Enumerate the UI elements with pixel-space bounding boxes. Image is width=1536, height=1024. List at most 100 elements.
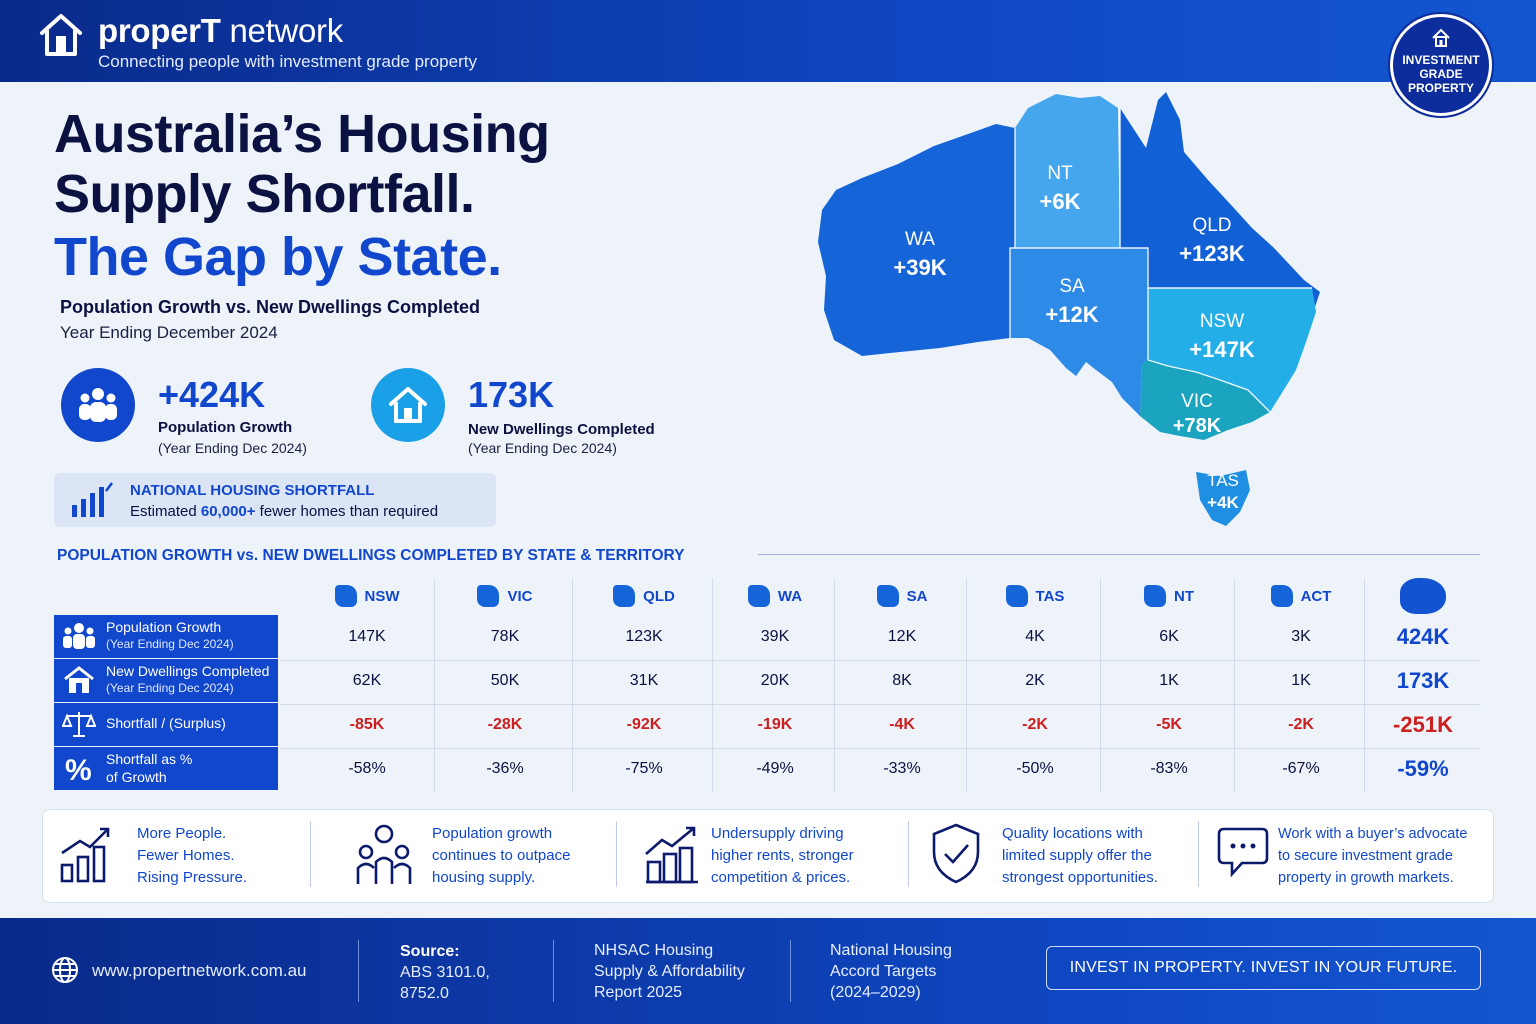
feature-2-text: Population growth continues to outpace h… (432, 823, 570, 889)
table-cell: 31K (629, 672, 659, 689)
row-label-text: Shortfall as % (106, 751, 193, 767)
shortfall-icon (61, 709, 97, 744)
header-bar: properT network Connecting people with i… (0, 0, 1536, 82)
map-region-qld[interactable] (1120, 92, 1320, 310)
column-header-australia (1366, 574, 1480, 618)
column-header-label: NT (1174, 587, 1194, 605)
feature-4-line-2: limited supply offer the (1002, 847, 1152, 864)
footer-bar: www.propertnetwork.com.au Source: ABS 31… (0, 918, 1536, 1024)
shortfall-percent-icon: % (62, 753, 96, 790)
badge-line-2: GRADE (1419, 67, 1463, 81)
table-heading: POPULATION GROWTH vs. NEW DWELLINGS COMP… (57, 547, 685, 564)
map-label-nsw: NSW +147K (1172, 308, 1272, 364)
new-dwellings-icon (62, 665, 96, 700)
report-line-1: NHSAC Housing (594, 942, 714, 959)
website-link[interactable]: www.propertnetwork.com.au (92, 961, 307, 980)
chat-bubble-icon (1217, 827, 1269, 878)
map-value-sa: +12K (1045, 302, 1099, 327)
table-cell: 3K (1291, 628, 1311, 645)
column-header-nsw: NSW (300, 574, 434, 618)
map-region-nsw[interactable] (1148, 288, 1316, 412)
table-cell: 2K (1025, 672, 1045, 689)
source-line-2: 8752.0 (400, 985, 449, 1002)
table-cell: -28K (487, 716, 523, 733)
row-label-note: of Growth (106, 769, 167, 785)
feature-5-line-3: property in growth markets. (1278, 870, 1454, 886)
shortfall-text-pre: Estimated (130, 503, 201, 520)
map-state-nt: NT (1047, 163, 1073, 184)
column-header-wa: WA (714, 574, 836, 618)
row-label-new-dwellings: New Dwellings Completed (Year Ending Dec … (54, 659, 278, 702)
feature-divider (616, 821, 617, 887)
table-cell: 62K (352, 672, 382, 689)
feature-4-line-1: Quality locations with (1002, 825, 1143, 842)
feature-5-line-1: Work with a buyer’s advocate (1278, 826, 1468, 842)
map-region-tas[interactable] (1196, 470, 1250, 526)
map-value-nt: +6K (1039, 189, 1081, 214)
map-state-nsw: NSW (1199, 311, 1245, 332)
state-map-icon (1270, 585, 1293, 607)
feature-4-line-3: strongest opportunities. (1002, 869, 1158, 886)
map-state-qld: QLD (1192, 215, 1232, 236)
targets-line-1: National Housing (830, 942, 952, 959)
column-divider (1234, 578, 1235, 792)
house-icon (371, 368, 445, 442)
city-growth-icon (645, 826, 698, 884)
state-map-icon (876, 585, 899, 607)
map-region-nt[interactable] (1015, 94, 1120, 248)
table-cell: 8K (892, 672, 912, 689)
table-cell: 39K (760, 628, 790, 645)
table-cell: 78K (490, 628, 520, 645)
row-divider (280, 748, 1480, 749)
column-header-label: NSW (364, 587, 400, 605)
shortfall-title: NATIONAL HOUSING SHORTFALL (130, 482, 375, 499)
source-block: Source: ABS 3101.0, 8752.0 (400, 941, 490, 1004)
national-shortfall-box: NATIONAL HOUSING SHORTFALL Estimated 60,… (54, 473, 496, 527)
people-icon (61, 368, 135, 442)
row-divider (280, 704, 1480, 705)
population-growth-icon (62, 621, 96, 656)
state-map-icon (747, 585, 770, 607)
column-divider (712, 578, 713, 792)
brand-name[interactable]: properT network (98, 12, 343, 50)
footer-divider (358, 940, 359, 1002)
brand-tagline: Connecting people with investment grade … (98, 52, 477, 71)
map-region-vic[interactable] (1140, 360, 1270, 440)
column-header-label: SA (906, 587, 928, 605)
column-header-label: QLD (643, 587, 675, 605)
feature-strip (42, 809, 1494, 903)
house-logo-icon (40, 14, 82, 56)
targets-line-3: (2024–2029) (830, 984, 921, 1001)
map-region-wa[interactable] (818, 124, 1015, 356)
feature-2-line-3: housing supply. (432, 869, 536, 886)
table-cell: -33% (883, 760, 921, 777)
column-header-qld: QLD (574, 574, 714, 618)
dwellings-completed-value: 173K (468, 374, 555, 415)
footer-divider (790, 940, 791, 1002)
map-region-sa[interactable] (1010, 248, 1148, 416)
table-total-cell: 424K (1396, 624, 1450, 649)
targets-block: National Housing Accord Targets (2024–20… (830, 940, 952, 1003)
table-cell: -83% (1150, 760, 1188, 777)
row-label-shortfall-percent: % Shortfall as % of Growth (54, 747, 278, 790)
row-label-shortfall: Shortfall / (Surplus) (54, 703, 278, 746)
feature-5-text: Work with a buyer’s advocate to secure i… (1278, 823, 1467, 889)
report-line-3: Report 2025 (594, 984, 683, 1001)
column-header-act: ACT (1236, 574, 1366, 618)
table-cell: 6K (1159, 628, 1179, 645)
table-cell: -2K (1022, 716, 1048, 733)
table-cell: 4K (1025, 628, 1045, 645)
column-header-tas: TAS (968, 574, 1102, 618)
title-line-3: The Gap by State. (54, 227, 502, 287)
feature-1-line-3: Rising Pressure. (137, 869, 248, 886)
feature-1-line-1: More People. (137, 825, 227, 842)
feature-3-line-2: higher rents, stronger (711, 847, 854, 864)
feature-2-line-2: continues to outpace (432, 847, 571, 864)
cta-button[interactable]: INVEST IN PROPERTY. INVEST IN YOUR FUTUR… (1046, 946, 1481, 990)
table-cell: -50% (1016, 760, 1054, 777)
map-label-tas: TAS +4K (1188, 470, 1258, 514)
table-cell: 20K (760, 672, 790, 689)
column-divider (834, 578, 835, 792)
state-map-icon (477, 585, 500, 607)
shortfall-highlight: 60,000+ (200, 503, 256, 520)
